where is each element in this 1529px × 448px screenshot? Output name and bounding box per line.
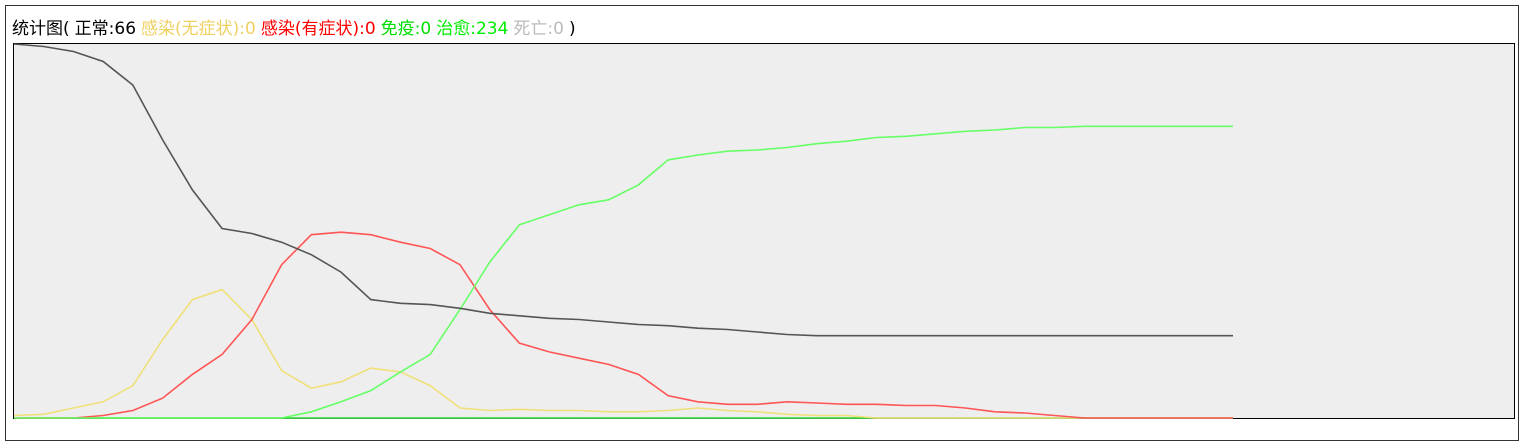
- plot-area: [13, 43, 1515, 419]
- series-line: [13, 43, 1233, 337]
- legend-entry: 免疫:0: [381, 19, 432, 39]
- legend-separator: :: [359, 19, 365, 39]
- legend-separator: :: [108, 19, 115, 39]
- legend-name: 正常: [74, 19, 109, 39]
- header-title: 统计图(: [12, 19, 70, 39]
- header-title-end: ): [568, 19, 576, 39]
- legend-name: 死亡: [513, 19, 548, 39]
- legend-entry: 感染(有症状):0: [261, 19, 376, 39]
- legend-count: 0: [553, 19, 564, 39]
- series-line: [13, 288, 1233, 419]
- legend-separator: :: [414, 19, 421, 39]
- legend-name: 感染(无症状): [141, 19, 240, 39]
- series-line: [14, 125, 1233, 419]
- legend-count: 234: [475, 19, 509, 39]
- legend-name: 治愈: [436, 19, 471, 39]
- header: 统计图(正常:66 感染(无症状):0 感染(有症状):0 免疫:0 治愈:234 死亡:…: [12, 14, 581, 39]
- legend-entry: 正常:66: [75, 19, 136, 39]
- legend-count: 66: [114, 19, 137, 39]
- legend-separator: :: [547, 19, 554, 39]
- legend-separator: :: [470, 19, 476, 39]
- legend-separator: :: [239, 19, 246, 39]
- legend-count: 0: [364, 19, 376, 39]
- series-line: [14, 231, 1233, 419]
- legend-name: 感染(有症状): [260, 19, 360, 39]
- legend-entry: 死亡:0: [513, 19, 564, 39]
- legend-count: 0: [420, 19, 432, 39]
- window-frame: [5, 5, 1519, 441]
- legend-entry: 感染(无症状):0: [141, 19, 256, 39]
- legend-count: 0: [245, 19, 256, 39]
- legend-entry: 治愈:234: [436, 19, 508, 39]
- legend-name: 免疫: [380, 19, 415, 39]
